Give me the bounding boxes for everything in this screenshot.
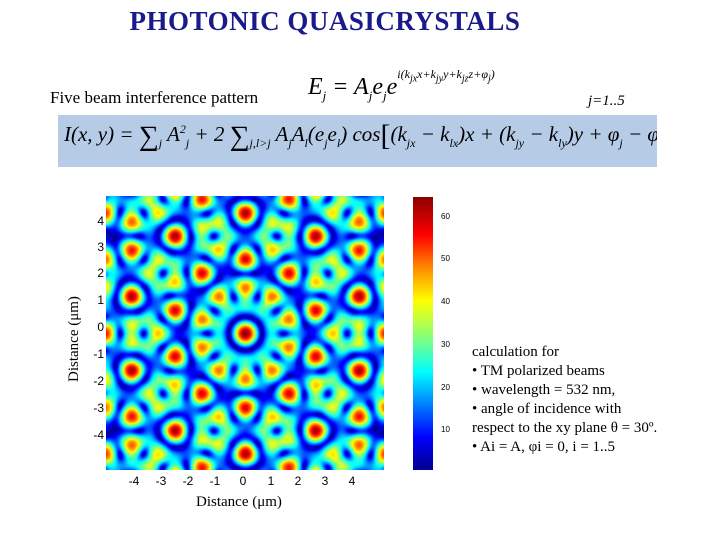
equation-range: j=1..5 — [588, 93, 625, 109]
y-tick: 0 — [97, 320, 104, 334]
colorbar-tick: 30 — [441, 340, 450, 349]
colorbar-tick: 10 — [441, 425, 450, 434]
x-tick: 4 — [348, 474, 356, 488]
colorbar-tick: 20 — [441, 383, 450, 392]
x-tick: -3 — [155, 474, 167, 488]
colorbar — [413, 197, 433, 470]
colorbar-tick: 50 — [441, 254, 450, 263]
y-tick: 2 — [97, 266, 104, 280]
x-axis-label: Distance (μm) — [196, 494, 282, 510]
x-tick: -1 — [209, 474, 221, 488]
x-tick: -4 — [128, 474, 140, 488]
notes-line: • TM polarized beams — [472, 363, 605, 379]
notes-line: respect to the xy plane θ = 30º. — [472, 420, 658, 436]
y-tick: 1 — [97, 293, 104, 307]
slide-title: PHOTONIC QUASICRYSTALS — [129, 6, 521, 36]
notes-line: • Ai = A, φi = 0, i = 1..5 — [472, 439, 616, 455]
notes-line: calculation for — [472, 344, 560, 360]
y-axis-label: Distance (μm) — [66, 296, 82, 382]
y-tick: 4 — [97, 214, 104, 228]
field-equation: Ej = Ajejei(kjxx+kjyy+kjzz+φj) — [308, 67, 495, 103]
y-tick: -4 — [93, 428, 104, 442]
x-tick: 0 — [239, 474, 247, 488]
calculation-notes: calculation for • TM polarized beams • w… — [472, 343, 657, 457]
x-tick: 2 — [294, 474, 302, 488]
x-tick: -2 — [182, 474, 194, 488]
x-tick: 3 — [321, 474, 329, 488]
subtitle: Five beam interference pattern — [50, 88, 259, 107]
y-tick: 3 — [97, 240, 104, 254]
interference-pattern-image — [106, 196, 384, 470]
y-tick: -1 — [93, 347, 104, 361]
notes-line: • wavelength = 532 nm, — [472, 382, 616, 398]
y-tick: -2 — [93, 374, 104, 388]
intensity-equation: I(x, y) = ∑j A2j + 2 ∑j,l>j AjAl(ejel) c… — [58, 115, 657, 167]
y-tick: -3 — [93, 401, 104, 415]
colorbar-tick: 40 — [441, 297, 450, 306]
colorbar-tick: 60 — [441, 212, 450, 221]
notes-line: • angle of incidence with — [472, 401, 622, 417]
x-tick: 1 — [267, 474, 275, 488]
